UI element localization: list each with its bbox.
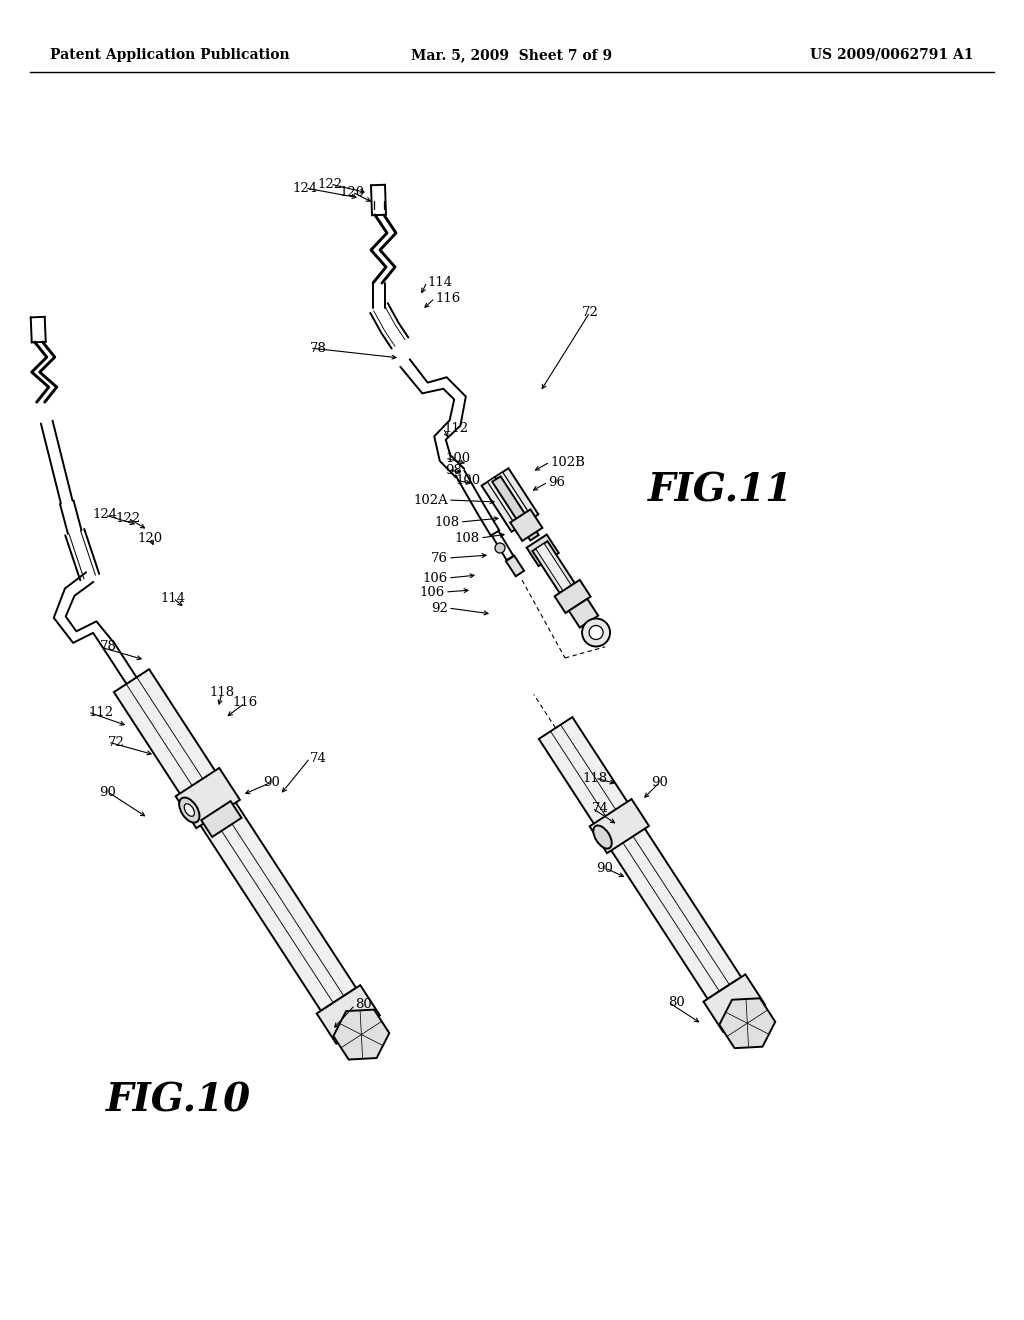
Text: 114: 114 [427,276,453,289]
Text: 112: 112 [443,421,468,434]
Ellipse shape [184,804,195,816]
Polygon shape [532,541,574,593]
Text: 122: 122 [317,177,343,190]
Polygon shape [539,717,741,999]
Text: FIG.10: FIG.10 [105,1081,251,1119]
Text: 112: 112 [88,705,113,718]
Text: 96: 96 [548,475,565,488]
Polygon shape [510,510,543,541]
Ellipse shape [593,825,611,849]
Text: 98: 98 [445,463,462,477]
Polygon shape [202,801,242,837]
Text: 108: 108 [435,516,460,528]
Text: 118: 118 [210,686,234,700]
Polygon shape [703,974,765,1032]
Text: 76: 76 [431,552,449,565]
Text: 106: 106 [420,586,445,598]
Polygon shape [487,473,532,528]
Polygon shape [590,799,649,853]
Polygon shape [569,599,598,627]
Text: 102A: 102A [414,494,449,507]
Text: 102B: 102B [550,455,585,469]
Polygon shape [536,544,571,591]
Text: 124: 124 [293,181,317,194]
Polygon shape [114,669,356,1011]
Text: 90: 90 [651,776,669,788]
Circle shape [582,619,610,647]
Text: 108: 108 [455,532,480,544]
Polygon shape [719,998,775,1048]
Polygon shape [334,1010,389,1060]
Text: 100: 100 [455,474,480,487]
Polygon shape [175,768,240,828]
Text: 120: 120 [137,532,163,544]
Text: 78: 78 [310,342,327,355]
Text: 80: 80 [355,998,372,1011]
Text: FIG.11: FIG.11 [647,471,793,510]
Text: 92: 92 [431,602,449,615]
Text: 106: 106 [423,572,449,585]
Text: 114: 114 [161,591,185,605]
Text: 90: 90 [597,862,613,874]
Polygon shape [493,477,539,540]
Text: 78: 78 [100,640,117,653]
Text: 116: 116 [232,697,258,710]
Text: US 2009/0062791 A1: US 2009/0062791 A1 [811,48,974,62]
Text: 120: 120 [339,186,365,198]
Polygon shape [316,985,380,1044]
Ellipse shape [179,797,200,822]
Text: Mar. 5, 2009  Sheet 7 of 9: Mar. 5, 2009 Sheet 7 of 9 [412,48,612,62]
Text: 80: 80 [668,995,685,1008]
Text: 90: 90 [99,785,117,799]
Polygon shape [526,535,559,566]
Text: 72: 72 [582,305,598,318]
Polygon shape [506,556,524,577]
Text: 100: 100 [445,451,470,465]
Text: Patent Application Publication: Patent Application Publication [50,48,290,62]
Text: 74: 74 [310,751,327,764]
Circle shape [589,626,603,639]
Circle shape [495,543,505,553]
Text: 122: 122 [116,511,140,524]
Text: 124: 124 [92,508,118,521]
Text: 118: 118 [583,771,607,784]
Text: 74: 74 [592,801,609,814]
Text: 72: 72 [108,735,125,748]
Polygon shape [481,469,539,532]
Polygon shape [555,579,591,612]
Text: 90: 90 [263,776,281,788]
Text: 116: 116 [435,292,460,305]
